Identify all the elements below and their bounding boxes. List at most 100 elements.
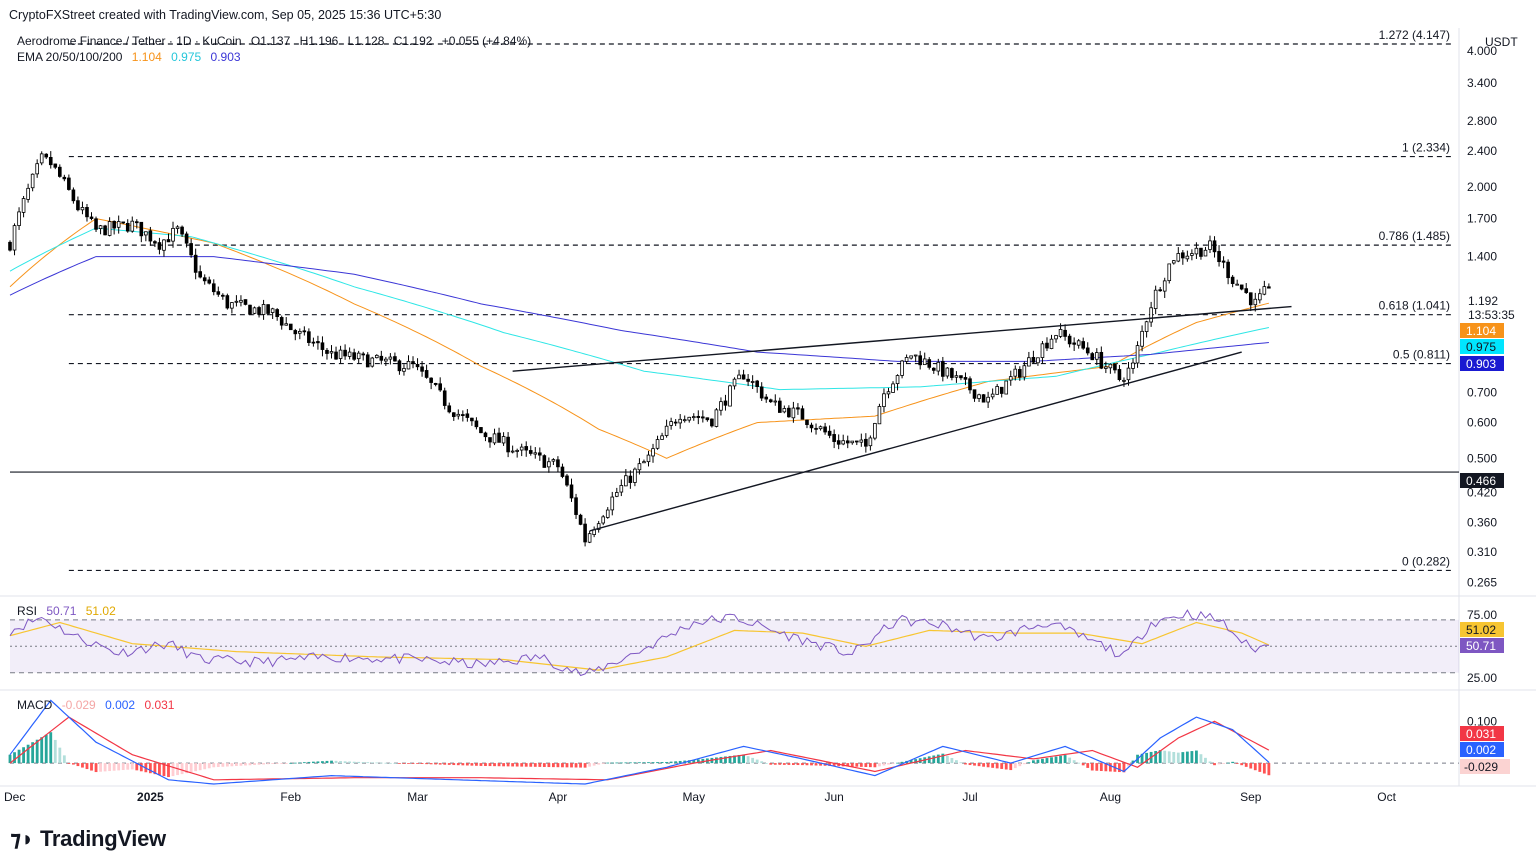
candle-body-up <box>17 211 21 226</box>
macd-histogram-bar <box>791 763 795 765</box>
candle <box>1054 334 1058 343</box>
candle-body-down <box>415 364 420 368</box>
candle <box>791 401 796 423</box>
candle <box>239 295 243 307</box>
macd-histogram-bar <box>325 760 329 764</box>
macd-histogram-bar <box>1077 762 1081 764</box>
candle <box>234 295 239 307</box>
candle <box>438 377 442 392</box>
macd-histogram-bar <box>130 763 134 770</box>
time-tick-label: Jul <box>962 790 977 804</box>
candle <box>963 372 968 386</box>
candle <box>800 405 805 420</box>
candle-body-down <box>1072 342 1076 345</box>
macd-histogram-bar <box>447 763 451 765</box>
candle-body-down <box>479 427 483 434</box>
candle-body-up <box>954 375 959 378</box>
candle-body-down <box>121 221 126 224</box>
candle <box>497 427 501 443</box>
macd-histogram-bar <box>610 762 614 764</box>
macd-histogram-bar <box>230 763 234 767</box>
candle <box>664 419 669 438</box>
candle <box>986 391 990 408</box>
tradingview-brand: TradingView <box>39 826 166 851</box>
macd-histogram-bar <box>1185 751 1189 764</box>
candle-body-up <box>107 221 112 236</box>
candle-body-up <box>1022 365 1027 378</box>
candle <box>845 435 850 449</box>
macd-histogram-bar <box>139 763 143 772</box>
candle <box>1226 259 1230 285</box>
candle-body-up <box>1185 255 1190 260</box>
macd-histogram-bar <box>388 762 392 764</box>
ema50-badge: 1.104 <box>1460 323 1504 338</box>
candle-body-up <box>610 496 615 511</box>
candle <box>660 432 664 440</box>
candle-body-up <box>1126 367 1131 381</box>
candle <box>1190 249 1194 261</box>
candle-body-down <box>112 220 116 229</box>
candle <box>714 407 719 428</box>
time-tick-label: May <box>682 790 705 804</box>
time-tick-label: 2025 <box>137 790 164 804</box>
candle-body-up <box>162 239 166 251</box>
candle <box>361 351 366 361</box>
macd-histogram-bar <box>964 763 967 765</box>
candle-body-up <box>1122 379 1126 382</box>
candle-body-down <box>202 277 207 282</box>
candle <box>58 164 62 178</box>
candle-body-up <box>646 454 651 463</box>
tradingview-logo-icon: ⁊◗ <box>10 826 34 851</box>
candle <box>225 293 230 310</box>
candle-body-up <box>39 153 44 164</box>
candle <box>288 323 293 331</box>
candle-body-down <box>393 356 397 362</box>
macd-histogram-bar <box>339 761 342 764</box>
macd-histogram-bar <box>520 763 524 767</box>
candle-body-up <box>995 386 999 395</box>
candle-body-down <box>211 283 216 293</box>
candle-body-down <box>352 352 356 360</box>
ema-lines <box>9 218 1270 459</box>
candle-body-down <box>1018 369 1022 378</box>
fib-level-label: 0.5 (0.811) <box>1393 348 1450 362</box>
candle-body-down <box>103 225 107 236</box>
price-tick-label: 4.000 <box>1467 44 1497 58</box>
candle <box>669 417 673 430</box>
macd-histogram-bar <box>189 763 193 773</box>
macd-histogram-bar <box>475 763 478 766</box>
macd-histogram-bar <box>927 756 931 764</box>
macd-histogram-bar <box>22 747 25 764</box>
candle <box>1027 351 1031 367</box>
currency-label[interactable]: USDT <box>1485 35 1518 49</box>
candle-body-down <box>972 389 977 399</box>
candle-body-up <box>841 440 846 445</box>
candle <box>1126 361 1131 386</box>
candle <box>999 386 1004 398</box>
macd-histogram-bar <box>370 762 374 764</box>
macd-histogram-bar <box>1059 755 1062 764</box>
candle <box>551 458 556 466</box>
tradingview-logo[interactable]: ⁊◗ TradingView <box>10 826 166 852</box>
candle <box>524 441 529 457</box>
macd-histogram-bar <box>973 763 976 766</box>
candle <box>642 459 646 464</box>
macd-histogram-bar <box>778 763 782 765</box>
macd-histogram-bar <box>1122 763 1126 773</box>
candle <box>1258 288 1262 304</box>
histogram-badge-value: -0.029 <box>1464 760 1498 774</box>
candle <box>39 151 44 166</box>
candle <box>587 530 592 544</box>
candle <box>1176 247 1181 263</box>
macd-histogram-bar <box>1208 761 1212 764</box>
macd-histogram-bar <box>724 756 727 764</box>
candle <box>1194 242 1199 259</box>
macd-histogram-bar <box>715 757 718 764</box>
macd-histogram-bar <box>764 762 768 764</box>
macd-histogram-bar <box>1050 757 1053 764</box>
candle-body-down <box>361 353 366 356</box>
candle <box>211 279 216 296</box>
macd-histogram-bar <box>1199 754 1203 764</box>
candle-body-down <box>411 361 415 365</box>
candle <box>981 394 986 403</box>
